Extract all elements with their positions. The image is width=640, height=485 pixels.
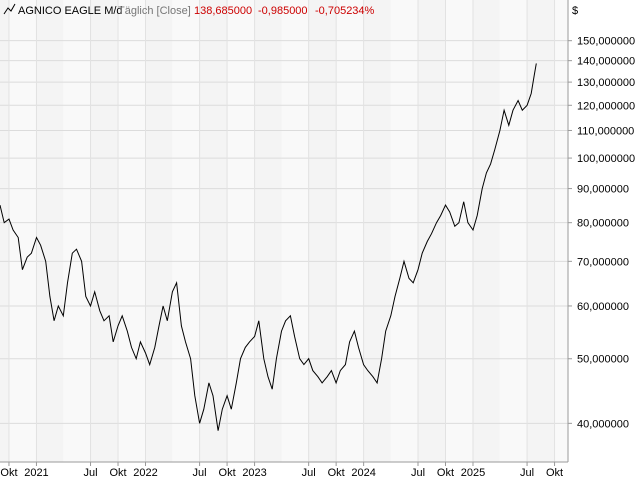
price-change: -0,985000 xyxy=(258,5,308,17)
y-tick-label: 90,000000 xyxy=(577,184,629,196)
x-tick-label: 2022 xyxy=(133,467,157,479)
y-tick-label: 150,000000 xyxy=(577,36,635,48)
quarter-band xyxy=(472,0,500,462)
x-tick-label: Jul xyxy=(302,467,316,479)
price-series-line xyxy=(0,63,537,431)
x-tick-label: Okt xyxy=(328,467,345,479)
quarter-band xyxy=(227,0,255,462)
quarter-band xyxy=(336,0,364,462)
x-tick-label: Jul xyxy=(520,467,534,479)
price-mode: Täglich [Close] xyxy=(118,5,191,17)
quarter-band xyxy=(363,0,391,462)
price-change-percent: -0,705234% xyxy=(315,5,375,17)
currency-symbol: $ xyxy=(572,5,578,17)
y-tick-label: 80,000000 xyxy=(577,218,629,230)
y-tick-label: 50,000000 xyxy=(577,354,629,366)
x-tick-label: Okt xyxy=(109,467,126,479)
quarter-band xyxy=(0,0,9,462)
instrument-name: AGNICO EAGLE M/d xyxy=(18,5,123,17)
quarter-band xyxy=(390,0,419,462)
quarter-band xyxy=(281,0,309,462)
quarter-band xyxy=(418,0,446,462)
y-tick-label: 130,000000 xyxy=(577,77,635,89)
quarter-band xyxy=(199,0,228,462)
x-tick-label: Okt xyxy=(437,467,454,479)
y-tick-label: 70,000000 xyxy=(577,256,629,268)
y-tick-label: 120,000000 xyxy=(577,100,635,112)
x-tick-label: Jul xyxy=(193,467,207,479)
x-tick-label: Jul xyxy=(411,467,425,479)
quarter-band xyxy=(308,0,337,462)
y-tick-label: 110,000000 xyxy=(577,125,634,137)
quarter-bands xyxy=(0,0,568,462)
quarter-band xyxy=(527,0,555,462)
quarter-band xyxy=(90,0,119,462)
quarter-band xyxy=(36,0,64,462)
x-tick-label: Okt xyxy=(0,467,17,479)
quarter-band xyxy=(554,0,568,462)
quarter-band xyxy=(445,0,473,462)
quarter-band xyxy=(8,0,37,462)
x-tick-label: 2025 xyxy=(461,467,485,479)
quarter-band xyxy=(145,0,173,462)
chart-header: AGNICO EAGLE M/d Täglich [Close] 138,685… xyxy=(3,3,578,17)
quarter-band xyxy=(63,0,91,462)
y-tick-label: 100,000000 xyxy=(577,153,635,165)
y-tick-label: 60,000000 xyxy=(577,301,629,313)
quarter-band xyxy=(118,0,146,462)
vertical-gridlines xyxy=(8,0,556,462)
x-axis-ticks: Okt 2021 Jul Okt 2022 Jul Okt 2023 Jul Okt 2024 Jul… xyxy=(0,462,563,479)
x-tick-label: 2023 xyxy=(242,467,266,479)
x-tick-label: 2024 xyxy=(351,467,375,479)
x-tick-label: Okt xyxy=(219,467,236,479)
y-tick-label: 40,000000 xyxy=(577,418,629,430)
x-tick-label: 2021 xyxy=(24,467,48,479)
quarter-band xyxy=(172,0,200,462)
line-chart-icon xyxy=(3,3,16,15)
quarter-band xyxy=(254,0,282,462)
x-tick-label: Jul xyxy=(84,467,98,479)
quarter-band xyxy=(499,0,528,462)
y-tick-label: 140,000000 xyxy=(577,56,635,68)
last-price: 138,685000 xyxy=(194,5,252,17)
x-tick-label: Okt xyxy=(546,467,563,479)
y-axis-ticks: 40,000000 50,000000 60,000000 70,000000 80,0… xyxy=(568,36,635,430)
